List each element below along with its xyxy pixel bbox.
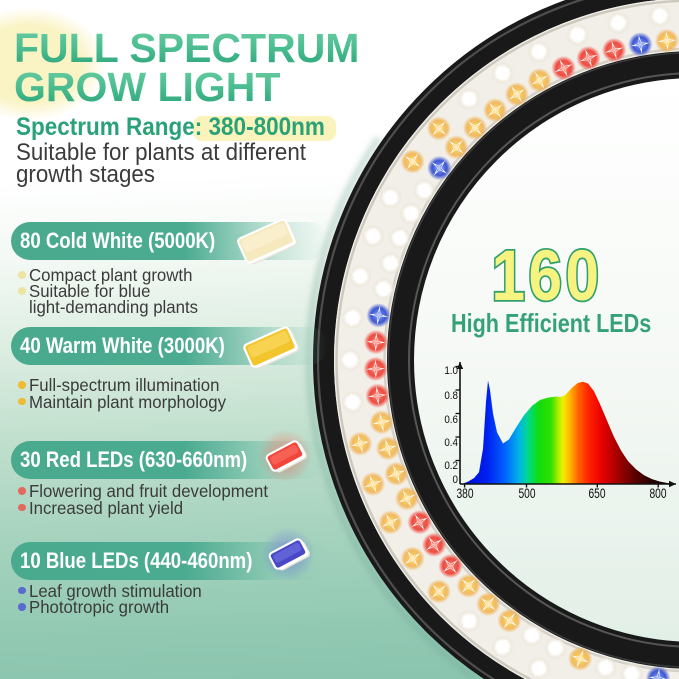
svg-text:160: 160 bbox=[492, 236, 603, 315]
